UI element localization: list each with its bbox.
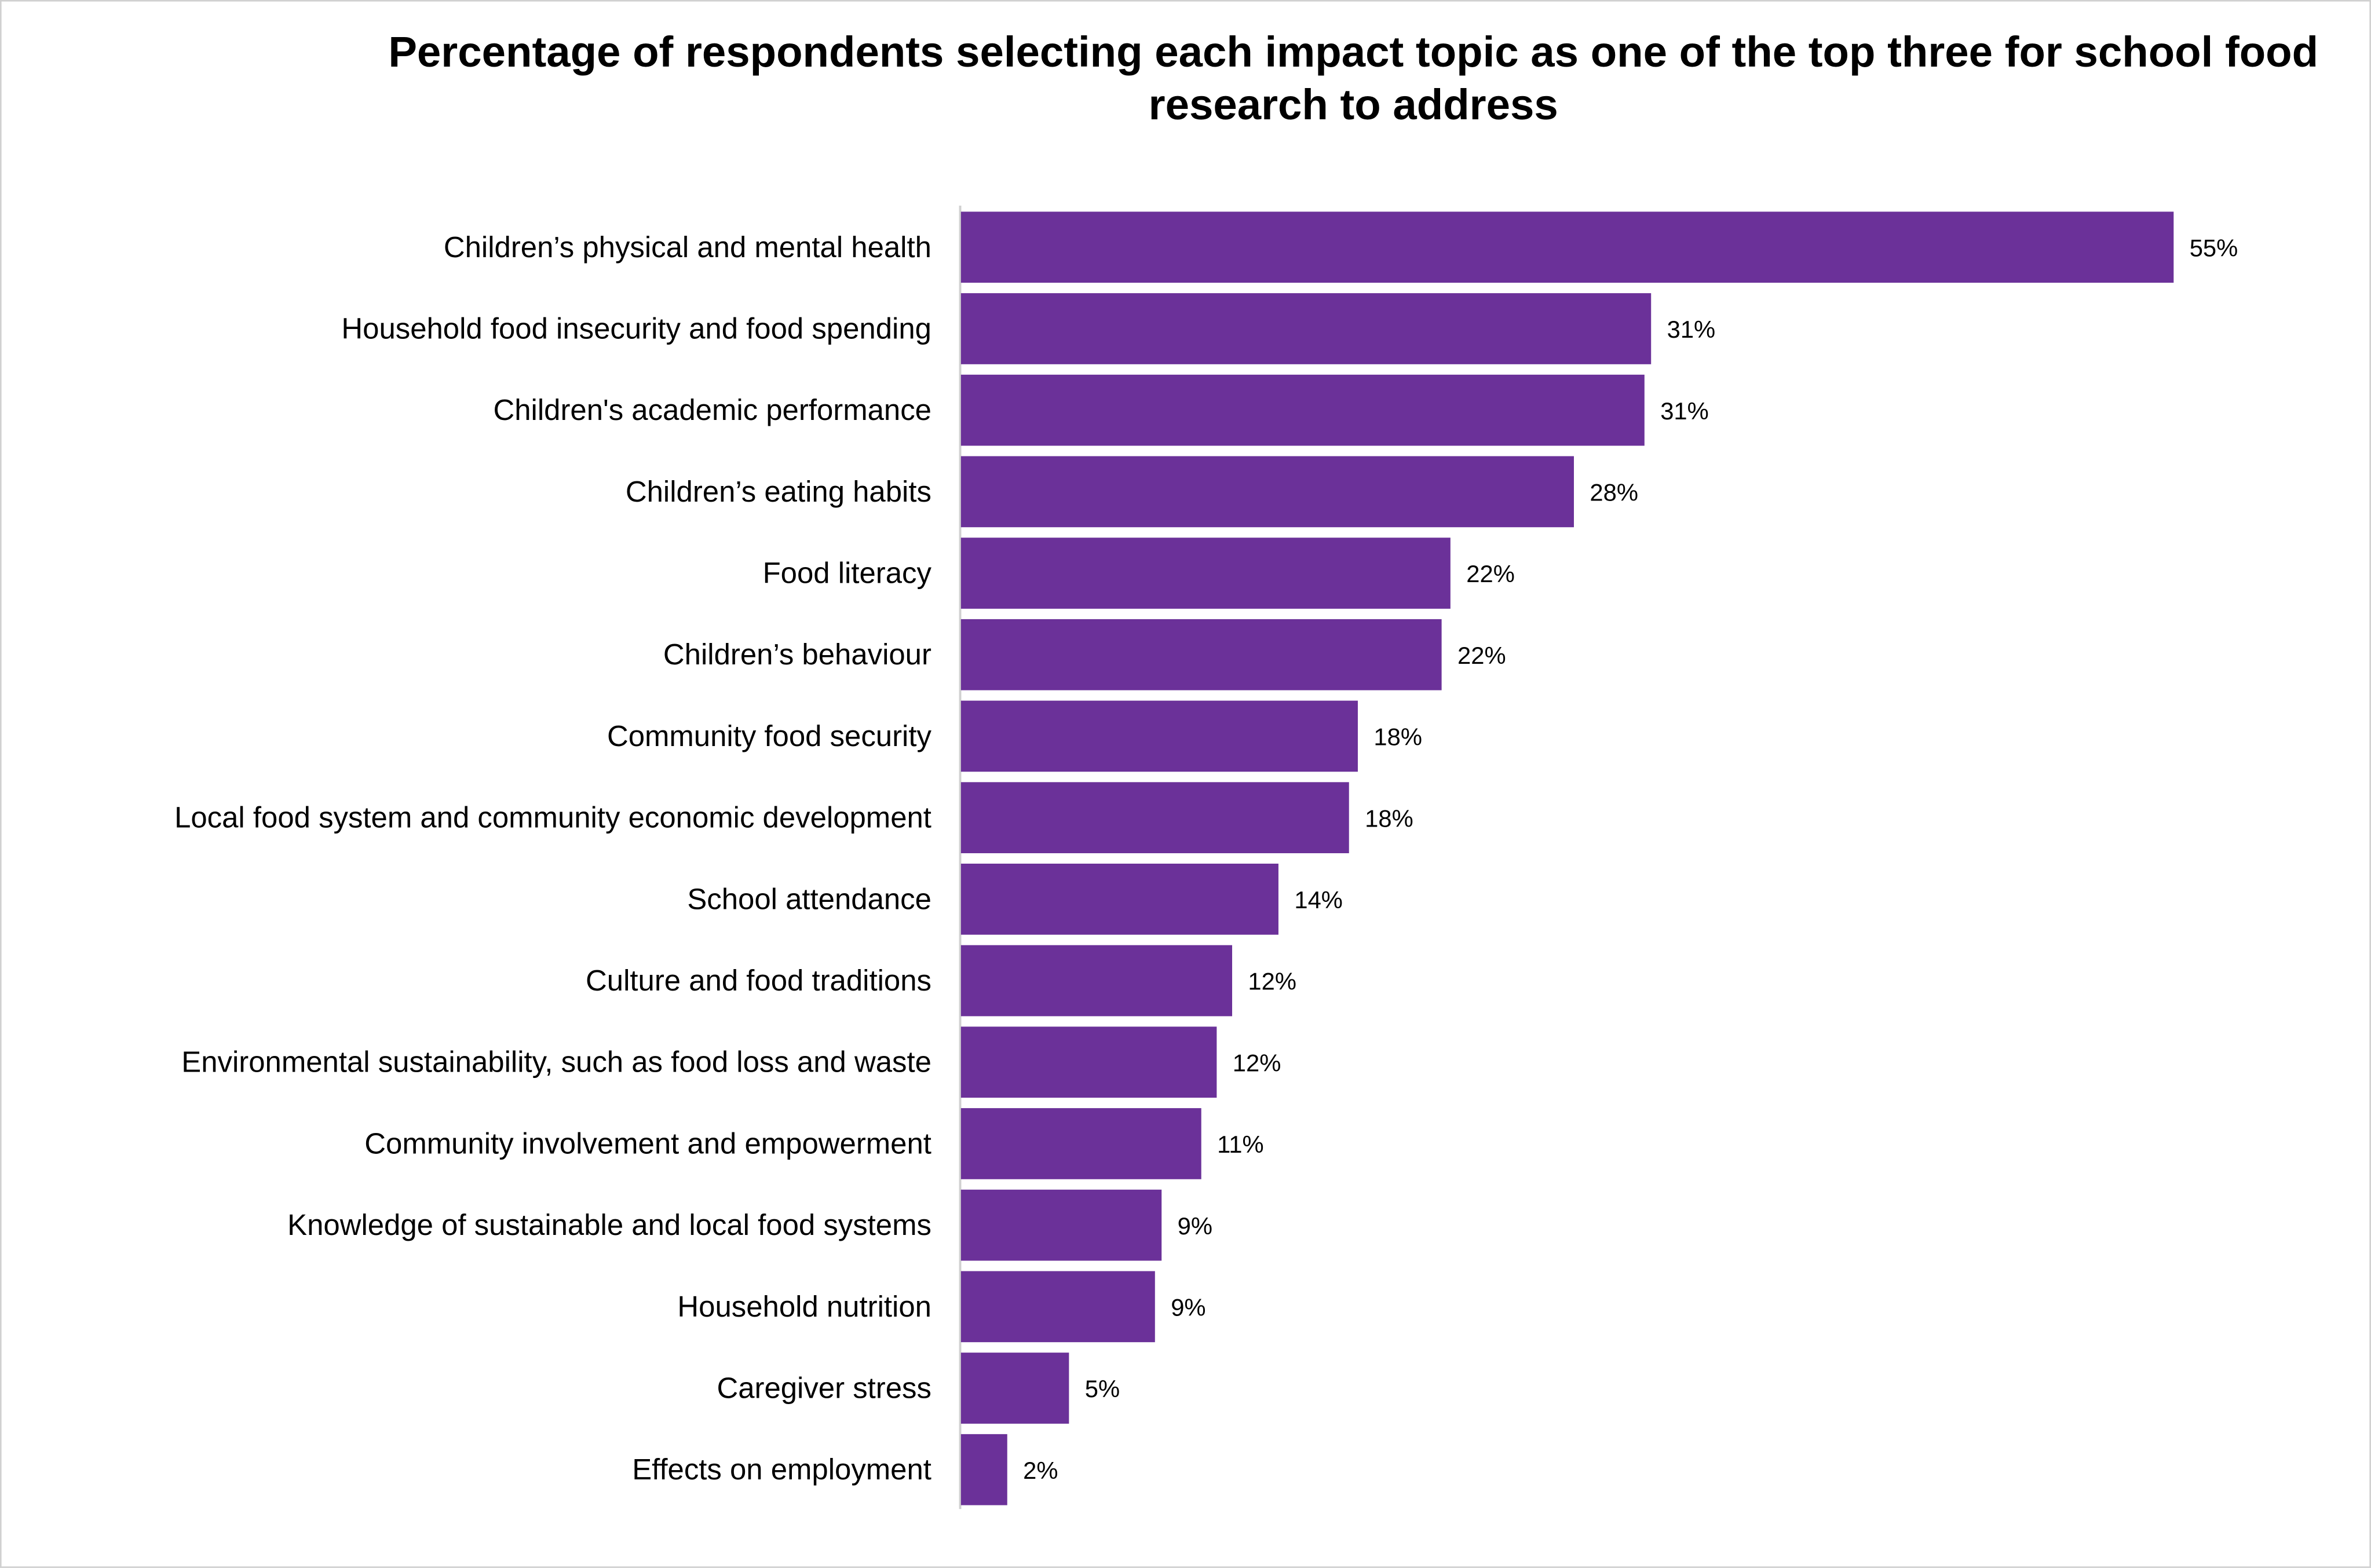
category-label: Community food security [607,719,932,752]
category-label: Caregiver stress [717,1371,931,1404]
data-label: 22% [1457,642,1506,669]
bar [960,782,1349,853]
bar [960,1108,1201,1179]
bar [960,1189,1162,1261]
data-label: 31% [1667,316,1716,343]
data-label: 22% [1466,560,1515,587]
category-label: Local food system and community economic… [174,801,931,834]
bar [960,700,1358,772]
category-label: Community involvement and empowerment [364,1127,931,1160]
category-label: Children’s physical and mental health [444,231,931,264]
data-label: 9% [1178,1212,1212,1240]
data-label: 12% [1233,1049,1281,1076]
category-label: Culture and food traditions [586,964,931,997]
data-label: 2% [1023,1457,1058,1484]
category-label: Knowledge of sustainable and local food … [287,1208,931,1241]
category-label: Household food insecurity and food spend… [341,312,931,345]
bar [960,211,2174,283]
data-label: 18% [1373,723,1422,751]
data-label: 9% [1171,1293,1205,1321]
category-label: Environmental sustainability, such as fo… [181,1046,931,1079]
data-label: 18% [1365,805,1413,832]
bar [960,1353,1069,1424]
bar [960,1271,1155,1343]
data-label: 14% [1294,886,1343,913]
bar [960,619,1442,690]
category-label: Children's academic performance [493,393,931,426]
category-label: School attendance [687,882,931,915]
bar [960,293,1652,364]
bar [960,538,1451,609]
bar [960,945,1233,1017]
data-label: 28% [1590,479,1638,506]
data-label: 11% [1217,1131,1263,1158]
bar [960,1026,1217,1098]
category-label: Children’s eating habits [626,475,931,508]
data-label: 5% [1085,1375,1120,1402]
bar [960,1434,1007,1505]
category-label: Effects on employment [632,1453,931,1486]
bar [960,374,1645,446]
data-label: 12% [1248,968,1296,995]
category-label: Household nutrition [677,1290,931,1323]
category-label: Food literacy [763,557,932,590]
data-label: 31% [1660,397,1709,425]
bar [960,456,1574,528]
bar [960,864,1278,935]
data-label: 55% [2190,234,2238,261]
chart-title: Percentage of respondents selecting each… [388,28,2319,130]
category-label: Children’s behaviour [663,638,931,671]
